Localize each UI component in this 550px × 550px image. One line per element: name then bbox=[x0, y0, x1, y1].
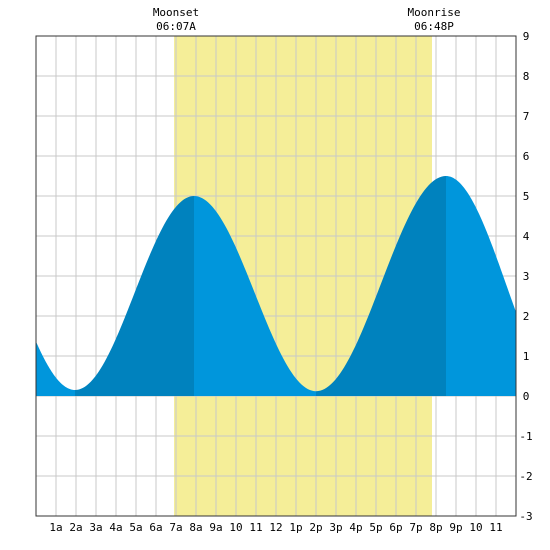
rising-tide-area bbox=[75, 196, 194, 396]
y-axis-ticks: -3 -2 -1 0 1 2 3 4 5 6 7 8 9 bbox=[519, 30, 532, 523]
x-tick-label: 4p bbox=[349, 521, 362, 534]
y-tick-label: 9 bbox=[523, 30, 530, 43]
moonset-time: 06:07A bbox=[156, 20, 196, 33]
y-tick-label: 3 bbox=[523, 270, 530, 283]
x-tick-label: 9a bbox=[209, 521, 222, 534]
y-tick-label: 1 bbox=[523, 350, 530, 363]
y-tick-label: 6 bbox=[523, 150, 530, 163]
falling-tide-area bbox=[194, 196, 316, 396]
y-tick-label: 4 bbox=[523, 230, 530, 243]
moonrise-label: Moonrise bbox=[408, 6, 461, 19]
y-tick-label: 2 bbox=[523, 310, 530, 323]
moonset-label: Moonset bbox=[153, 6, 199, 19]
y-tick-label: 5 bbox=[523, 190, 530, 203]
y-tick-label: 0 bbox=[523, 390, 530, 403]
x-tick-label: 7a bbox=[169, 521, 182, 534]
x-tick-label: 1p bbox=[289, 521, 302, 534]
x-tick-label: 11 bbox=[249, 521, 262, 534]
y-tick-label: -1 bbox=[519, 430, 532, 443]
x-tick-label: 11 bbox=[489, 521, 502, 534]
x-axis-ticks: 1a 2a 3a 4a 5a 6a 7a 8a 9a 10 11 12 1p 2p 3p 4p 5p 6p 7p 8p… bbox=[49, 521, 502, 534]
x-tick-label: 3p bbox=[329, 521, 342, 534]
y-tick-label: 7 bbox=[523, 110, 530, 123]
x-tick-label: 8p bbox=[429, 521, 442, 534]
x-tick-label: 6a bbox=[149, 521, 162, 534]
y-tick-label: 8 bbox=[523, 70, 530, 83]
moonrise-time: 06:48P bbox=[414, 20, 454, 33]
y-tick-label: -2 bbox=[519, 470, 532, 483]
tide-curve bbox=[36, 176, 516, 396]
x-tick-label: 2a bbox=[69, 521, 82, 534]
x-tick-label: 9p bbox=[449, 521, 462, 534]
x-tick-label: 12 bbox=[269, 521, 282, 534]
y-tick-label: -3 bbox=[519, 510, 532, 523]
x-tick-label: 10 bbox=[229, 521, 242, 534]
chart-frame bbox=[35, 35, 517, 517]
x-tick-label: 10 bbox=[469, 521, 482, 534]
falling-tide-area bbox=[446, 176, 516, 396]
x-tick-label: 4a bbox=[109, 521, 122, 534]
x-tick-label: 7p bbox=[409, 521, 422, 534]
x-tick-label: 6p bbox=[389, 521, 402, 534]
x-tick-label: 5a bbox=[129, 521, 142, 534]
rising-tide-area bbox=[316, 176, 446, 396]
x-tick-label: 3a bbox=[89, 521, 102, 534]
x-tick-label: 8a bbox=[189, 521, 202, 534]
x-tick-label: 1a bbox=[49, 521, 62, 534]
x-tick-label: 5p bbox=[369, 521, 382, 534]
falling-tide-area bbox=[36, 341, 75, 396]
x-tick-label: 2p bbox=[309, 521, 322, 534]
